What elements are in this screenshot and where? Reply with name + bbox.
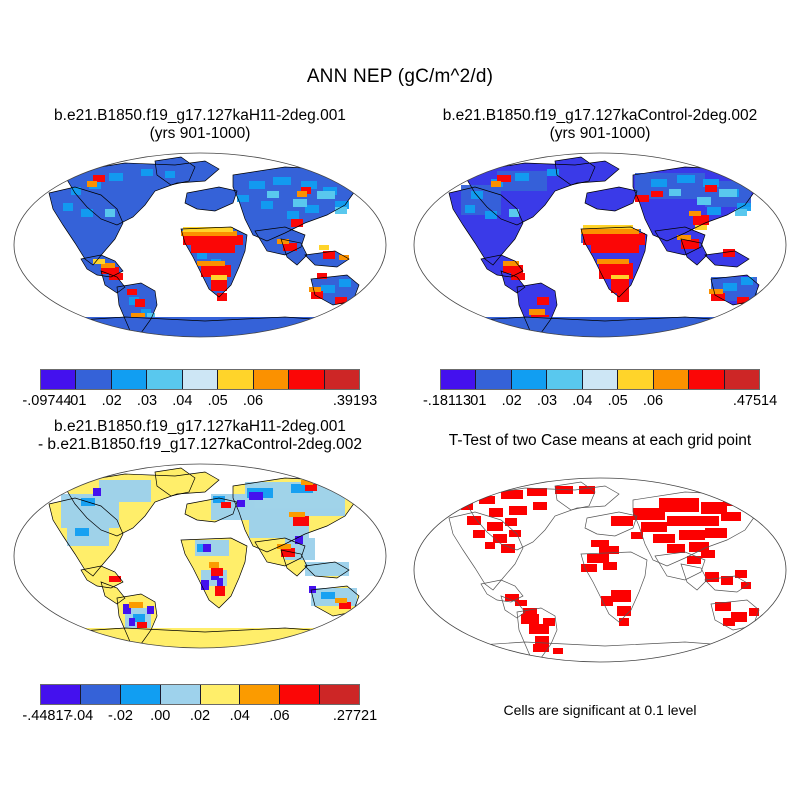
map-ttest-svg — [413, 477, 787, 663]
colorbar-tick-label: .02 — [101, 393, 122, 409]
colorbar-swatch — [441, 370, 477, 389]
ttest-footnote: Cells are significant at 0.1 level — [503, 702, 697, 718]
colorbar-tick-label: .03 — [536, 393, 558, 409]
colorbar-swatch — [689, 370, 725, 389]
colorbar-case2-labels: -.18113.01 .02 .03 .04 .05 .06 .47514 — [405, 393, 795, 411]
colorbar-swatch — [240, 685, 281, 704]
colorbar-swatch — [324, 370, 359, 389]
colorbar-swatch — [618, 370, 654, 389]
colorbar-tick-label: -.02 — [108, 708, 133, 724]
colorbar-tick-label: .04 — [172, 393, 193, 409]
map-difference-svg — [13, 463, 387, 649]
colorbar-swatch — [41, 370, 77, 389]
colorbar-tick-label: .39193 — [332, 393, 378, 409]
panel-ttest-map — [405, 472, 795, 668]
panel-ttest-title: T-Test of two Case means at each grid po… — [448, 432, 752, 449]
panel-case1-title: b.e21.B1850.f19_g17.127kaH11-2deg.001 (y… — [54, 107, 346, 142]
panel-ttest: T-Test of two Case means at each grid po… — [400, 432, 800, 668]
map-case2-frame — [413, 152, 787, 338]
colorbar-swatch — [182, 370, 219, 389]
colorbar-tick-label: -.04 — [68, 708, 94, 724]
map-case1-cells — [28, 156, 380, 337]
colorbar-swatch — [582, 370, 619, 389]
panel-case2-map — [405, 147, 795, 343]
colorbar-swatch — [724, 370, 759, 389]
colorbar-difference-labels: -.44817 -.04 -.02 .00 .02 .04 .06 .27721 — [5, 708, 395, 726]
colorbar-swatch — [111, 370, 148, 389]
colorbar-tick-label: .04 — [229, 708, 250, 724]
map-ttest-cells — [428, 481, 780, 662]
colorbar-difference: -.44817 -.04 -.02 .00 .02 .04 .06 .27721 — [0, 684, 400, 726]
colorbar-swatch — [120, 685, 161, 704]
colorbar-case2: -.18113.01 .02 .03 .04 .05 .06 .47514 — [400, 369, 800, 411]
colorbar-tick-label: .00 — [150, 708, 171, 724]
colorbar-swatch — [253, 370, 290, 389]
colorbar-tick-label: .06 — [269, 708, 290, 724]
colorbar-swatch — [200, 685, 241, 704]
panel-case2: b.e21.B1850.f19_g17.127kaControl-2deg.00… — [400, 107, 800, 343]
panel-case1-map — [5, 147, 395, 343]
colorbar-tick-label: .06 — [642, 393, 664, 409]
colorbar-swatch — [289, 370, 325, 389]
colorbar-swatch — [160, 685, 201, 704]
panel-case2-title: b.e21.B1850.f19_g17.127kaControl-2deg.00… — [442, 107, 758, 142]
colorbar-swatch — [653, 370, 690, 389]
colorbar-tick-label: .05 — [207, 393, 228, 409]
map-difference-frame — [13, 463, 387, 649]
colorbar-tick-label: -.09744 — [22, 393, 72, 409]
colorbar-swatch — [76, 370, 112, 389]
colorbar-tick-label: .03 — [136, 393, 158, 409]
colorbar-tick-label: .01 — [466, 393, 487, 409]
map-case2-cells — [428, 156, 780, 337]
colorbar-swatch — [547, 370, 583, 389]
map-case1-svg — [13, 152, 387, 338]
map-case2-svg — [413, 152, 787, 338]
figure-title: ANN NEP (gC/m^2/d) — [306, 66, 494, 87]
map-difference-cells — [28, 467, 380, 648]
colorbar-swatch — [511, 370, 548, 389]
colorbar-tick-label: .04 — [572, 393, 593, 409]
panel-difference: b.e21.B1850.f19_g17.127kaH11-2deg.001 - … — [0, 418, 400, 654]
colorbar-swatch — [476, 370, 512, 389]
colorbar-tick-label: .06 — [242, 393, 264, 409]
map-ttest-frame — [413, 477, 787, 663]
colorbar-tick-label: .02 — [189, 708, 211, 724]
colorbar-difference-swatches — [40, 684, 360, 705]
colorbar-swatch — [147, 370, 183, 389]
colorbar-tick-label: -.44817 — [22, 708, 72, 724]
colorbar-swatch — [320, 685, 359, 704]
colorbar-tick-label: .02 — [501, 393, 522, 409]
colorbar-tick-label: .01 — [66, 393, 87, 409]
colorbar-tick-label: .05 — [607, 393, 628, 409]
colorbar-tick-label: .27721 — [332, 708, 378, 724]
colorbar-case2-swatches — [440, 369, 760, 390]
colorbar-swatch — [218, 370, 254, 389]
panel-case1: b.e21.B1850.f19_g17.127kaH11-2deg.001 (y… — [0, 107, 400, 343]
map-case1-frame — [13, 152, 387, 338]
colorbar-swatch — [280, 685, 321, 704]
colorbar-swatch — [41, 685, 81, 704]
panel-difference-title: b.e21.B1850.f19_g17.127kaH11-2deg.001 - … — [37, 418, 363, 453]
colorbar-swatch — [80, 685, 121, 704]
colorbar-case1-swatches — [40, 369, 360, 390]
colorbar-tick-label: -.18113 — [422, 393, 472, 409]
colorbar-case1: -.09744.01 .02 .03 .04 .05 .06 .39193 — [0, 369, 400, 411]
colorbar-case1-labels: -.09744.01 .02 .03 .04 .05 .06 .39193 — [5, 393, 395, 411]
colorbar-tick-label: .47514 — [732, 393, 778, 409]
panel-difference-map — [5, 458, 395, 654]
